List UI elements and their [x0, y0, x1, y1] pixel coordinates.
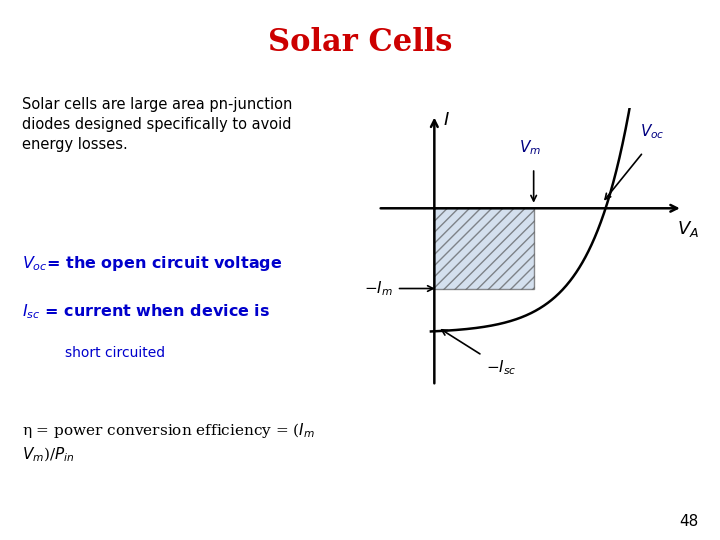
Text: 48: 48 — [679, 514, 698, 529]
Text: short circuited: short circuited — [65, 346, 165, 360]
Text: Solar Cells: Solar Cells — [268, 27, 452, 58]
Text: $V_{oc}$: $V_{oc}$ — [640, 123, 665, 141]
Text: $V_A$: $V_A$ — [677, 219, 699, 239]
Text: $-I_{sc}$: $-I_{sc}$ — [486, 358, 516, 377]
Text: η = power conversion efficiency = ($I_m$
$V_m$)/$P_{in}$: η = power conversion efficiency = ($I_m$… — [22, 421, 315, 464]
Text: $V_{oc}$= the open circuit voltage: $V_{oc}$= the open circuit voltage — [22, 254, 282, 273]
Text: $I$: $I$ — [443, 111, 450, 129]
Text: $I_{sc}$ = current when device is: $I_{sc}$ = current when device is — [22, 302, 270, 321]
Text: Solar cells are large area pn-junction
diodes designed specifically to avoid
ene: Solar cells are large area pn-junction d… — [22, 97, 292, 152]
Bar — [434, 208, 534, 288]
Text: $V_m$: $V_m$ — [519, 139, 541, 158]
Text: $-I_m$: $-I_m$ — [364, 279, 393, 298]
